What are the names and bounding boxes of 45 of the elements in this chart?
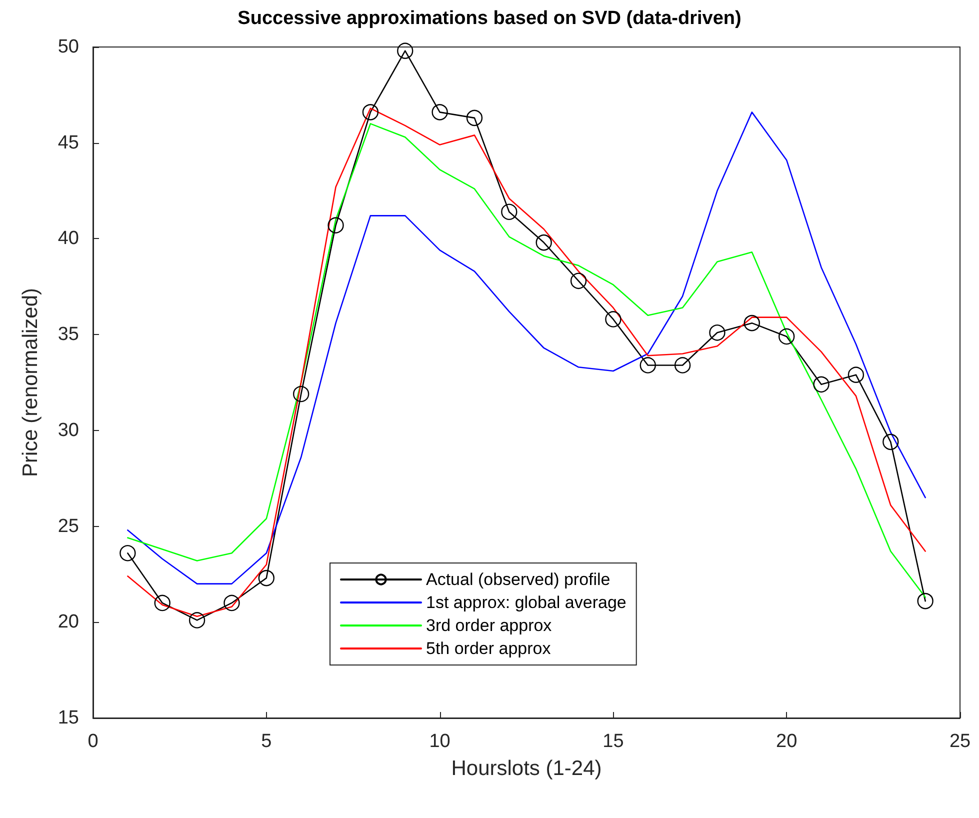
x-tick-label: 0: [88, 731, 98, 752]
point: [328, 217, 344, 234]
x-tick-label: 10: [429, 731, 450, 752]
point: [120, 545, 136, 562]
y-tick-label: 25: [58, 516, 79, 537]
point: [292, 386, 310, 402]
point: [466, 110, 483, 126]
point: [188, 612, 206, 628]
point: [570, 272, 587, 289]
x-tick-label: 15: [602, 731, 624, 752]
point: [605, 311, 622, 328]
y-tick-label: 15: [58, 708, 79, 728]
point: [674, 357, 691, 374]
y-axis-title: Price (renormalized): [19, 288, 42, 478]
point: [882, 434, 899, 450]
point: [501, 204, 518, 220]
point: [640, 357, 656, 374]
legend-label: 3rd order approx: [426, 616, 552, 635]
point: [813, 376, 830, 393]
y-tick-label: 50: [58, 36, 79, 58]
legend-label: Actual (observed) profile: [426, 570, 610, 589]
x-tick-label: 20: [776, 731, 798, 752]
point: [536, 234, 552, 251]
point: [917, 592, 934, 610]
point: [432, 104, 448, 120]
point: [362, 104, 379, 120]
legend-label: 5th order approx: [426, 639, 552, 658]
point: [709, 324, 726, 341]
point: [154, 594, 170, 612]
point: [224, 594, 240, 612]
point: [397, 42, 414, 59]
y-tick-label: 30: [58, 420, 79, 441]
y-tick-label: 35: [58, 324, 79, 346]
y-tick-label: 20: [58, 612, 79, 633]
point: [778, 328, 795, 345]
point: [848, 366, 864, 383]
x-tick-label: 5: [261, 731, 272, 752]
chart-title: Successive approximations based on SVD (data-driven): [238, 8, 742, 29]
y-tick-label: 45: [58, 132, 79, 154]
point: [258, 570, 274, 586]
x-tick-label: 25: [949, 731, 971, 752]
legend-label: 1st approx: global average: [426, 593, 626, 612]
x-axis-title: Hourslots (1-24): [451, 757, 602, 780]
y-tick-label: 40: [58, 228, 79, 250]
point: [744, 314, 760, 332]
